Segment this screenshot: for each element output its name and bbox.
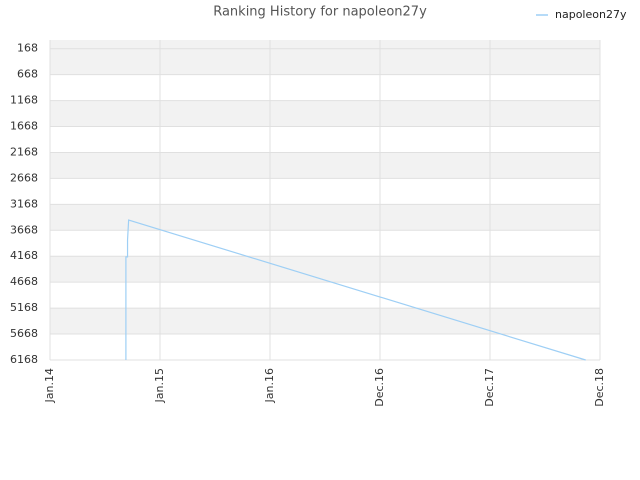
chart-title: Ranking History for napoleon27y <box>213 5 427 20</box>
x-tick-label: Dec.18 <box>593 368 606 407</box>
line <box>125 219 586 361</box>
plot-band <box>50 48 600 75</box>
y-tick-label: 4668 <box>10 275 38 288</box>
y-tick-label: 168 <box>17 42 38 55</box>
y-tick-label: 1668 <box>10 120 38 133</box>
y-tick-label: 2668 <box>10 171 38 184</box>
x-tick-label: Jan.15 <box>153 368 166 403</box>
x-tick-label: Jan.14 <box>43 368 56 403</box>
legend-label: napoleon27y <box>555 8 627 21</box>
y-tick-label: 6168 <box>10 353 38 366</box>
y-tick-label: 4168 <box>10 249 38 262</box>
plot-band <box>50 256 600 283</box>
x-tick-label: Jan.16 <box>263 368 276 403</box>
y-tick-label: 668 <box>17 68 38 81</box>
plot-band <box>50 204 600 231</box>
y-tick-label: 5668 <box>10 327 38 340</box>
plot-band <box>50 100 600 127</box>
x-tick-label: Dec.17 <box>483 368 496 407</box>
y-tick-label: 3168 <box>10 197 38 210</box>
y-tick-label: 2168 <box>10 145 38 158</box>
x-tick-label: Dec.16 <box>373 368 386 407</box>
plot-band <box>50 308 600 335</box>
y-tick-label: 5168 <box>10 301 38 314</box>
plot-band <box>50 152 600 179</box>
plot-band <box>50 40 600 49</box>
y-tick-label: 1168 <box>10 94 38 107</box>
y-tick-label: 3668 <box>10 223 38 236</box>
